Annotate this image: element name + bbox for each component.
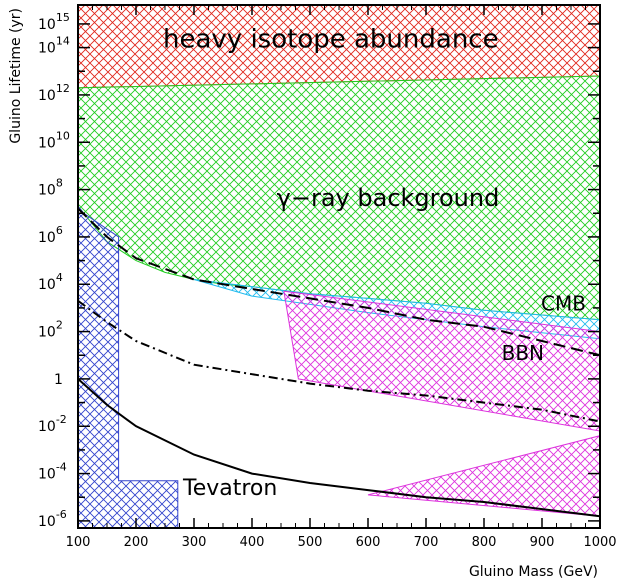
y-tick-label: 1014: [38, 35, 70, 57]
region-label-0: heavy isotope abundance: [163, 25, 499, 55]
y-tick-label: 104: [38, 271, 63, 293]
curve-solid: [78, 378, 600, 518]
y-tick-label: 10-2: [38, 413, 67, 435]
x-tick-label: 500: [298, 535, 323, 550]
y-tick-label: 10-4: [38, 461, 67, 483]
y-tick-label: 1010: [38, 129, 70, 151]
region-label-1: γ−ray background: [277, 184, 500, 212]
y-tick-label: 108: [38, 177, 63, 199]
y-tick-label: 102: [38, 319, 63, 341]
x-tick-label: 300: [182, 535, 207, 550]
x-tick-label: 200: [124, 535, 149, 550]
region-label-5: Tevatron: [182, 476, 277, 501]
y-tick-label: 106: [38, 224, 63, 246]
y-tick-label: 1012: [38, 82, 70, 104]
x-tick-label: 800: [472, 535, 497, 550]
x-axis-title: Gluino Mass (GeV): [469, 564, 598, 580]
region-bbn-lower: [367, 435, 600, 517]
lifetime-curves: [78, 207, 600, 518]
y-tick-label: 1015: [38, 11, 70, 33]
region-bbn: [283, 290, 600, 432]
region-labels: heavy isotope abundance γ−ray background C…: [163, 25, 586, 501]
y-axis-title: Gluino Lifetime (yr): [8, 8, 24, 144]
y-tick-label: 10-6: [38, 508, 67, 530]
x-tick-label: 400: [240, 535, 265, 550]
x-tick-label: 900: [530, 535, 555, 550]
y-tick-label: 1: [54, 372, 63, 388]
x-tick-label: 700: [414, 535, 439, 550]
x-tick-label: 1000: [583, 535, 616, 550]
curve-dashdot: [78, 299, 600, 423]
curve-dashed: [78, 207, 600, 357]
x-tick-label: 100: [66, 535, 91, 550]
x-tick-label: 600: [356, 535, 381, 550]
region-tevatron: [78, 205, 179, 528]
excluded-regions: [78, 5, 600, 528]
region-label-3: BBN: [502, 341, 544, 365]
region-label-2: CMB: [541, 291, 586, 315]
